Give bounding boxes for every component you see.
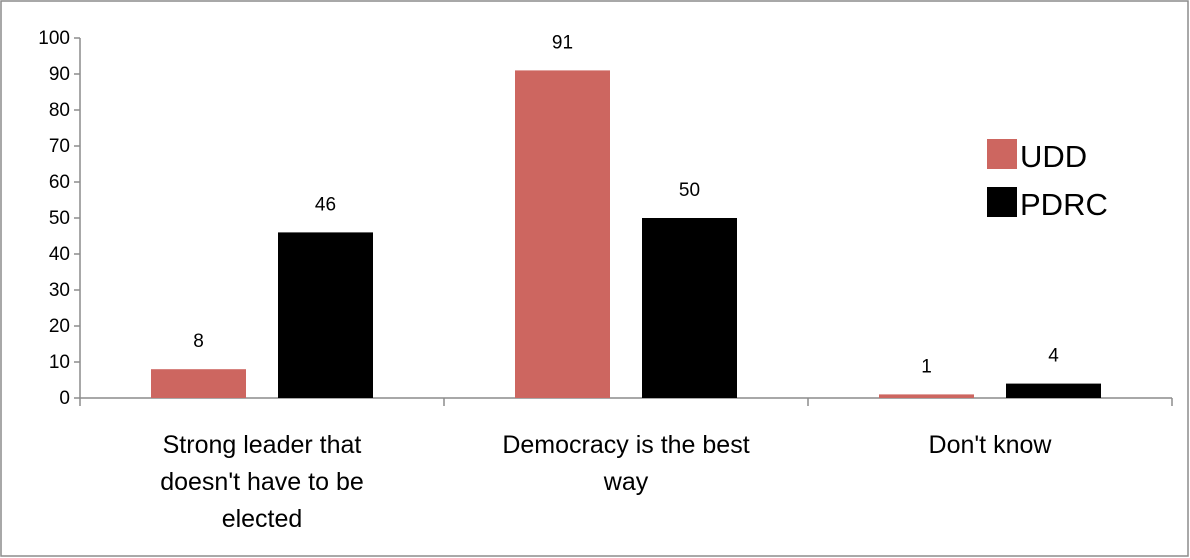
bar-udd-2 bbox=[879, 394, 974, 398]
legend: UDD PDRC bbox=[987, 139, 1108, 222]
data-label-udd-2: 1 bbox=[921, 356, 932, 377]
data-label-pdrc-1: 50 bbox=[679, 180, 700, 201]
y-tick-label: 70 bbox=[49, 136, 70, 157]
legend-swatch-udd bbox=[987, 139, 1017, 169]
category-label-1-line-0: Democracy is the best bbox=[502, 431, 749, 459]
category-label-1-line-1: way bbox=[603, 468, 649, 496]
category-label-0-line-0: Strong leader that bbox=[163, 431, 362, 459]
category-label-0-line-1: doesn't have to be bbox=[160, 468, 364, 496]
legend-label-udd: UDD bbox=[1020, 139, 1087, 174]
data-label-pdrc-2: 4 bbox=[1048, 346, 1059, 367]
bar-pdrc-0 bbox=[278, 232, 373, 398]
bar-udd-1 bbox=[515, 70, 610, 399]
y-tick-label: 80 bbox=[49, 100, 70, 121]
y-tick-label: 20 bbox=[49, 316, 70, 337]
y-tick-label: 0 bbox=[59, 388, 70, 409]
legend-swatch-pdrc bbox=[987, 187, 1017, 217]
y-tick-label: 30 bbox=[49, 280, 70, 301]
category-label-2-line-0: Don't know bbox=[929, 431, 1053, 459]
y-tick-label: 60 bbox=[49, 172, 70, 193]
y-tick-label: 10 bbox=[49, 352, 70, 373]
data-label-udd-1: 91 bbox=[552, 32, 573, 53]
y-tick-label: 90 bbox=[49, 64, 70, 85]
bar-udd-0 bbox=[151, 369, 246, 398]
data-label-udd-0: 8 bbox=[193, 331, 204, 352]
y-tick-label: 100 bbox=[38, 28, 70, 49]
bar-pdrc-2 bbox=[1006, 383, 1101, 398]
legend-label-pdrc: PDRC bbox=[1020, 187, 1108, 222]
y-tick-label: 40 bbox=[49, 244, 70, 265]
y-tick-label: 50 bbox=[49, 208, 70, 229]
plot-area: 0 10 20 30 40 50 60 70 80 90 100 8 46 Strong leader t… bbox=[38, 28, 1173, 533]
category-label-0-line-2: elected bbox=[222, 505, 303, 533]
bar-pdrc-1 bbox=[642, 218, 737, 398]
data-label-pdrc-0: 46 bbox=[315, 194, 336, 215]
